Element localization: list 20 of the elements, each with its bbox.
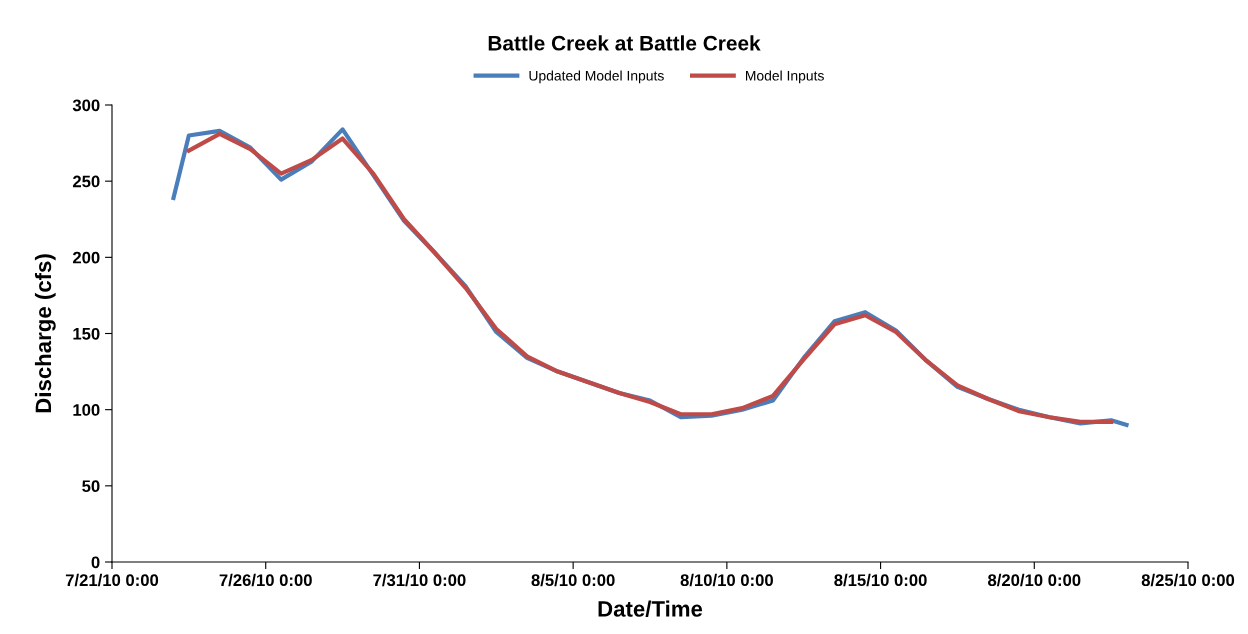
y-tick-label: 100 bbox=[73, 404, 100, 416]
y-axis-title: Discharge (cfs) bbox=[34, 254, 56, 413]
x-tick-label: 7/26/10 0:00 bbox=[219, 573, 312, 587]
x-axis-title: Date/Time bbox=[598, 600, 703, 617]
y-tick-label: 300 bbox=[72, 99, 100, 112]
x-tick-label: 8/20/10 0:00 bbox=[988, 573, 1081, 587]
x-tick-label: 8/5/10 0:00 bbox=[531, 573, 615, 587]
x-tick-label: 7/21/10 0:00 bbox=[65, 573, 159, 587]
legend-label: Model Inputs bbox=[745, 70, 824, 84]
x-tick-label: 8/10/10 0:00 bbox=[680, 573, 773, 587]
x-tick-label: 8/25/10 0:00 bbox=[1141, 573, 1235, 587]
y-tick-label: 200 bbox=[72, 251, 100, 264]
y-tick-label: 50 bbox=[82, 480, 100, 493]
legend-label: Updated Model Inputs bbox=[529, 70, 664, 84]
y-tick-label: 250 bbox=[72, 175, 100, 188]
y-tick-label: 150 bbox=[73, 327, 100, 340]
y-tick-label: 0 bbox=[91, 556, 100, 569]
chart-title: Battle Creek at Battle Creek bbox=[488, 35, 761, 51]
x-tick-label: 7/31/10 0:00 bbox=[373, 573, 466, 587]
x-tick-label: 8/15/10 0:00 bbox=[834, 573, 927, 587]
